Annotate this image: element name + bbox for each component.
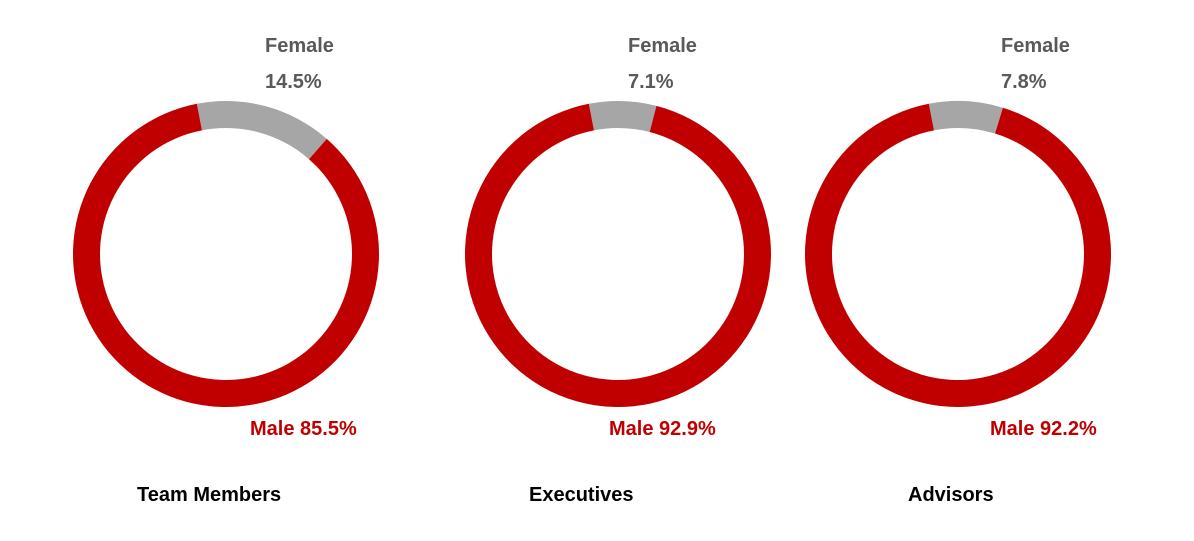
female-label: Female	[1001, 35, 1070, 58]
female-value: 7.8%	[1001, 71, 1047, 94]
slice-female	[929, 101, 1003, 134]
male-label: Male 92.2%	[990, 418, 1097, 441]
slice-male	[805, 104, 1111, 407]
group-label: Advisors	[908, 484, 994, 507]
donut-chart	[803, 99, 1113, 409]
